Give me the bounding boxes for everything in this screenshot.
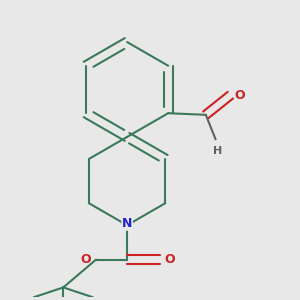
Text: H: H xyxy=(213,146,222,156)
Text: N: N xyxy=(122,217,132,230)
Text: O: O xyxy=(234,89,245,102)
Text: O: O xyxy=(164,253,175,266)
Text: O: O xyxy=(81,253,92,266)
